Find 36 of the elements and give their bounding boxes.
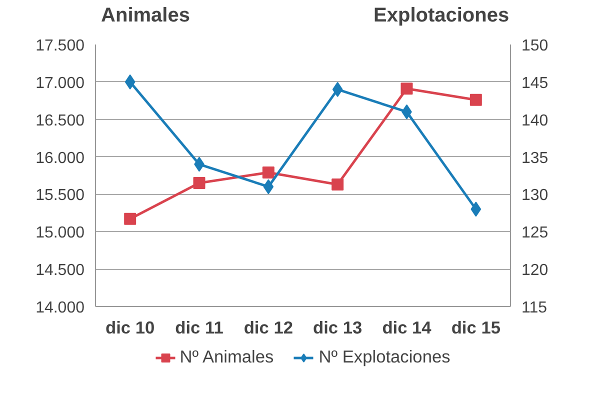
y2-tick-label: 125 (522, 224, 548, 242)
y-tick-label: 17.000 (36, 74, 85, 92)
y-axis-title: Animales (101, 4, 190, 26)
point (262, 166, 274, 179)
point (332, 178, 344, 190)
point (124, 212, 136, 225)
y-tick-label: 17.500 (36, 38, 85, 54)
y2-tick-label: 115 (522, 300, 548, 316)
y2-tick-label: 120 (522, 262, 548, 280)
y2-tick-label: 140 (522, 112, 548, 130)
y-tick-label: 16.000 (36, 150, 85, 167)
point (193, 176, 206, 189)
legend-label: Nº Explotaciones (318, 346, 450, 368)
y-tick-label: 16.500 (36, 112, 85, 130)
y-tick-label: 15.500 (36, 187, 85, 204)
y-tick-label: 14.500 (36, 262, 85, 280)
x-tick-label: dic 15 (451, 318, 501, 338)
point (332, 82, 343, 97)
point (400, 82, 413, 95)
x-tick-label: dic 11 (175, 318, 224, 338)
point (470, 94, 482, 106)
x-tick-label: dic 12 (244, 318, 293, 338)
y2-tick-label: 135 (522, 150, 548, 167)
y2-tick-label: 150 (522, 38, 548, 54)
point (470, 202, 482, 217)
x-tick-label: dic 13 (313, 318, 363, 338)
y2-tick-label: 145 (522, 74, 548, 92)
x-tick-label: dic 14 (382, 318, 432, 338)
legend-label: Nº Animales (180, 346, 274, 368)
y-tick-label: 14.000 (36, 300, 85, 316)
y2-tick-label: 130 (522, 187, 548, 204)
point (263, 179, 274, 194)
y-tick-label: 15.000 (36, 224, 85, 242)
y2-axis-title: Explotaciones (374, 4, 510, 26)
x-tick-label: dic 10 (106, 318, 155, 338)
point (124, 74, 136, 90)
